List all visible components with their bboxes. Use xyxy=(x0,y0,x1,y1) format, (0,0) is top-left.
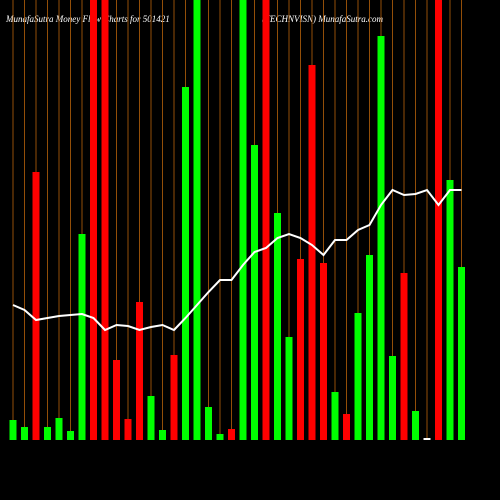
bar xyxy=(182,87,189,440)
bar xyxy=(90,0,97,440)
bar xyxy=(147,396,155,440)
bar xyxy=(389,356,396,440)
bar xyxy=(101,0,109,440)
bar xyxy=(377,36,385,440)
bar xyxy=(216,434,224,440)
bar xyxy=(458,267,465,440)
bar xyxy=(205,407,212,440)
bar xyxy=(32,172,40,440)
bar xyxy=(446,180,454,440)
bar xyxy=(354,313,362,440)
bar xyxy=(412,411,419,440)
bar xyxy=(193,0,201,440)
bar xyxy=(308,65,316,440)
bar xyxy=(331,392,339,440)
bar xyxy=(67,431,74,440)
bar xyxy=(9,420,17,440)
bar xyxy=(136,302,143,440)
bar xyxy=(274,213,281,440)
bar xyxy=(124,419,132,440)
bar xyxy=(423,438,431,440)
bar xyxy=(113,360,120,440)
bar xyxy=(297,259,304,440)
bar xyxy=(366,255,373,440)
bar xyxy=(262,0,270,440)
chart-title: MunafaSutra Money Flow Charts for 501421 xyxy=(5,14,170,24)
bar xyxy=(251,145,258,440)
bar xyxy=(159,430,166,440)
bar xyxy=(55,418,63,440)
bar xyxy=(400,273,408,440)
bar xyxy=(44,427,51,440)
bar xyxy=(320,263,327,440)
chart-subtitle: (TECHNVISN) MunafaSutra.com xyxy=(262,14,383,24)
money-flow-line xyxy=(12,188,462,332)
bar xyxy=(435,0,442,440)
bar xyxy=(285,337,293,440)
bar xyxy=(228,429,235,440)
bar xyxy=(78,234,86,440)
bar xyxy=(343,414,350,440)
bar xyxy=(21,427,28,440)
bar xyxy=(239,0,247,440)
bar xyxy=(170,355,178,440)
